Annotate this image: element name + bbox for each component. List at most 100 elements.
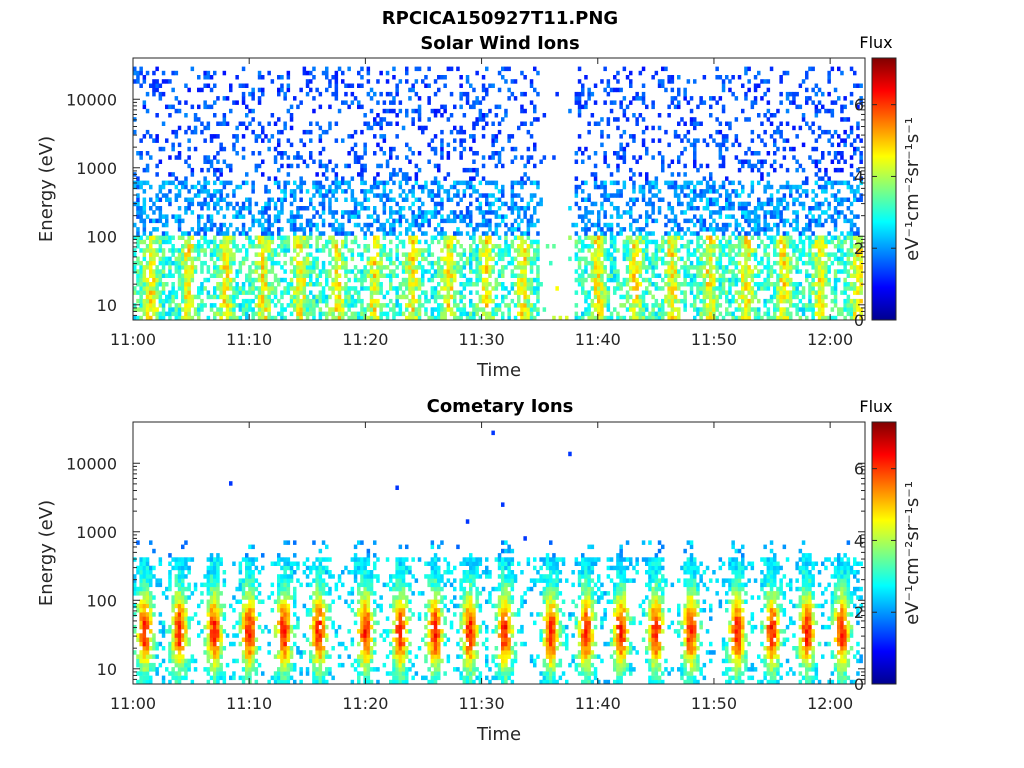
heatmap-cell (421, 125, 425, 131)
heatmap-cell (206, 244, 211, 249)
heatmap-cell (369, 273, 374, 278)
heatmap-cell (597, 315, 601, 321)
heatmap-cell (734, 260, 739, 266)
heatmap-cell (715, 66, 719, 72)
heatmap-cell (427, 315, 431, 321)
heatmap-cell (216, 201, 220, 207)
heatmap-cell (481, 269, 486, 274)
heatmap-cell (293, 235, 297, 240)
heatmap-cell (360, 104, 364, 110)
heatmap-cell (529, 311, 534, 317)
heatmap-cell (657, 189, 662, 194)
heatmap-cell (766, 260, 771, 266)
heatmap-cell (184, 260, 188, 266)
heatmap-cell (597, 210, 601, 215)
heatmap-cell (670, 184, 675, 190)
heatmap-cell (296, 104, 300, 110)
heatmap-cell (785, 244, 790, 249)
heatmap-cell (296, 315, 300, 321)
heatmap-cell (536, 180, 540, 186)
heatmap-cell (321, 184, 326, 190)
heatmap-cell (667, 286, 671, 291)
heatmap-cell (785, 235, 790, 240)
heatmap-cell (613, 75, 617, 80)
heatmap-cell (462, 311, 467, 317)
heatmap-cell (206, 104, 211, 110)
heatmap-cell (219, 146, 223, 152)
heatmap-cell (485, 303, 489, 308)
heatmap-cell (437, 303, 441, 308)
heatmap-cell (168, 290, 172, 295)
heatmap-cell (225, 260, 230, 266)
heatmap-cell (286, 172, 291, 177)
heatmap-cell (213, 273, 217, 278)
heatmap-cell (603, 159, 607, 164)
heatmap-cell (382, 100, 387, 105)
heatmap-cell (456, 193, 460, 198)
heatmap-cell (341, 100, 345, 105)
heatmap-cell (744, 260, 748, 266)
heatmap-cell (357, 172, 361, 177)
heatmap-cell (590, 239, 595, 245)
heatmap-cell (139, 151, 143, 156)
heatmap-cell (187, 298, 191, 304)
heatmap-cell (683, 163, 687, 169)
heatmap-cell (667, 244, 671, 249)
heatmap-cell (757, 311, 761, 317)
heatmap-cell (145, 277, 150, 283)
heatmap-cell (433, 210, 438, 215)
heatmap-cell (206, 214, 211, 219)
heatmap-cell (334, 244, 339, 249)
heatmap-cell (273, 286, 278, 291)
heatmap-cell (689, 260, 694, 266)
heatmap-cell (440, 227, 444, 232)
heatmap-cell (277, 244, 281, 249)
heatmap-cell (689, 239, 694, 245)
heatmap-cell (261, 307, 265, 312)
heatmap-cell (168, 180, 172, 186)
heatmap-cell (177, 256, 182, 262)
heatmap-cell (677, 307, 681, 312)
heatmap-cell (427, 244, 431, 249)
heatmap-cell (251, 184, 255, 190)
heatmap-cell (792, 125, 796, 131)
heatmap-cell (395, 201, 399, 207)
heatmap-cell (440, 286, 444, 291)
heatmap-cell (142, 239, 147, 245)
heatmap-cell (155, 197, 159, 202)
heatmap-cell (670, 87, 675, 93)
heatmap-cell (229, 256, 233, 262)
heatmap-cell (360, 201, 364, 207)
heatmap-cell (369, 307, 374, 312)
heatmap-cell (270, 260, 275, 266)
heatmap-cell (273, 294, 278, 300)
heatmap-cell (219, 244, 223, 249)
heatmap-cell (661, 239, 665, 245)
panel-solar-wind-ions: Solar Wind Ions 11:00 11:10 11:20 11:30 11:4… (36, 33, 923, 381)
heatmap-cell (747, 290, 751, 295)
heatmap-cell (350, 315, 355, 321)
heatmap-cell (731, 294, 735, 300)
heatmap-cell (760, 239, 764, 245)
heatmap-cell (734, 244, 739, 249)
heatmap-cell (785, 180, 790, 186)
heatmap-cell (533, 142, 537, 148)
heatmap-cell (805, 277, 809, 283)
heatmap-cell (350, 91, 355, 97)
heatmap-cell (289, 193, 294, 198)
heatmap-cell (299, 248, 303, 253)
heatmap-cell (174, 269, 179, 274)
heatmap-cell (465, 231, 470, 236)
heatmap-cell (369, 256, 374, 262)
heatmap-cell (584, 222, 588, 228)
heatmap-cell (158, 260, 163, 266)
heatmap-cell (446, 218, 451, 224)
heatmap-cell (238, 286, 243, 291)
heatmap-cell (459, 138, 463, 143)
heatmap-cell (462, 138, 467, 143)
heatmap-cell (392, 172, 396, 177)
heatmap-cell (520, 307, 524, 312)
heatmap-cell (747, 231, 751, 236)
heatmap-cell (398, 311, 403, 317)
heatmap-cell (446, 282, 451, 287)
